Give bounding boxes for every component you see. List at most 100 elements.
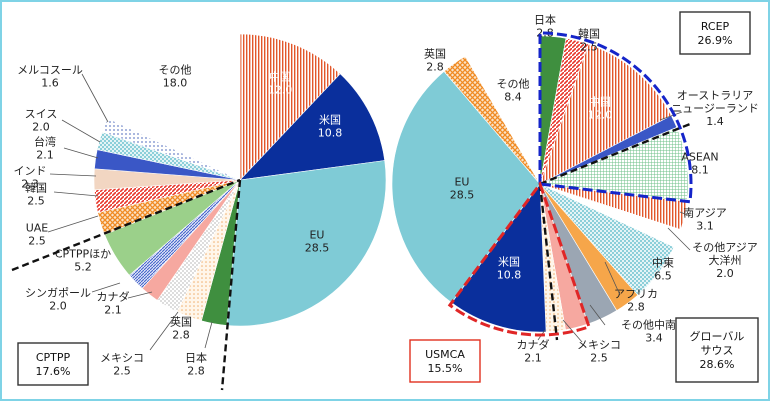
left-slice-EU	[226, 160, 387, 327]
right-leader-南アジア	[679, 211, 691, 217]
cptpp-box	[17, 342, 89, 386]
right-label-日本: 日本	[534, 13, 556, 27]
left-leader-韓国	[53, 191, 99, 197]
usmca-box-title: USMCA	[425, 348, 465, 361]
right-leader-その他中南米	[589, 304, 606, 326]
global-south-box-title: グローバル	[690, 329, 745, 343]
right-label-南アジア: 南アジア	[683, 207, 727, 220]
right-label-韓国: 韓国	[578, 28, 600, 41]
right-label-その他中南米: その他中南米	[621, 319, 687, 332]
left-label-米国: 米国	[319, 114, 341, 127]
usmca-outline	[447, 180, 591, 337]
right-label-オーストラリア-ニュージーランド: オーストラリアニュージーランド	[671, 89, 759, 115]
right-label-メキシコ: メキシコ	[577, 339, 621, 352]
left-slice-その他	[107, 33, 241, 181]
right-value-ASEAN: 8.1	[691, 164, 709, 177]
left-label-UAE: UAE	[26, 222, 49, 235]
left-value-英国: 2.8	[172, 329, 190, 342]
left-leader-台湾	[63, 147, 99, 159]
right-leader-その他アジア-大洋州	[667, 227, 691, 251]
right-label-米国: 米国	[498, 256, 520, 269]
usmca-box	[409, 339, 481, 383]
left-leader-シンガポール	[91, 282, 121, 293]
left-label-メキシコ: メキシコ	[100, 352, 144, 365]
left-label-韓国: 韓国	[25, 182, 47, 195]
right-value-EU: 28.5	[450, 189, 475, 202]
left-value-その他: 18.0	[163, 77, 188, 90]
left-label-CPTPPほか: CPTPPほか	[55, 248, 111, 261]
left-pie	[93, 33, 387, 327]
global-south-box-share: 28.6%	[700, 358, 735, 371]
right-label-カナダ: カナダ	[517, 338, 550, 352]
right-label-その他: その他	[497, 78, 530, 91]
left-value-メキシコ: 2.5	[113, 365, 131, 378]
rcep-box	[679, 11, 751, 55]
right-value-その他: 8.4	[504, 91, 522, 104]
right-label-ASEAN: ASEAN	[681, 151, 718, 164]
left-value-シンガポール: 2.0	[49, 300, 67, 313]
left-value-米国: 10.8	[318, 127, 343, 140]
right-value-アフリカ: 2.8	[627, 301, 645, 314]
right-pie	[391, 35, 689, 333]
right-label-中国: 中国	[589, 96, 611, 109]
right-label-アフリカ: アフリカ	[614, 288, 658, 301]
left-value-中国: 12.0	[268, 84, 293, 97]
right-label-EU: EU	[454, 176, 469, 189]
right-south-divider-2	[538, 183, 559, 341]
left-label-メルコスール: メルコスール	[17, 64, 83, 77]
left-value-台湾: 2.1	[36, 149, 54, 162]
left-leader-日本	[204, 321, 213, 349]
right-leader-オーストラリア-ニュージーランド	[659, 111, 683, 121]
right-slice-EU	[391, 70, 541, 304]
left-label-カナダ: カナダ	[97, 290, 130, 304]
right-value-中国: 12.0	[588, 109, 613, 122]
left-label-台湾: 台湾	[34, 135, 56, 149]
right-value-南アジア: 3.1	[696, 220, 714, 233]
right-value-中東: 6.5	[654, 270, 672, 283]
usmca-box-share: 15.5%	[428, 362, 463, 375]
left-cptpp-divider-1	[11, 178, 241, 272]
right-south-divider-1	[539, 122, 691, 186]
right-label-中東: 中東	[652, 257, 674, 270]
left-value-CPTPPほか: 5.2	[74, 261, 92, 274]
right-value-米国: 10.8	[497, 269, 522, 282]
right-value-カナダ: 2.1	[524, 352, 542, 365]
left-label-日本: 日本	[185, 351, 207, 365]
left-label-スイス: スイス	[25, 108, 58, 121]
left-value-日本: 2.8	[187, 365, 205, 378]
right-value-オーストラリア-ニュージーランド: 1.4	[706, 115, 724, 128]
right-value-英国: 2.8	[426, 61, 444, 74]
right-value-その他アジア-大洋州: 2.0	[716, 267, 734, 280]
left-leader-メルコスール	[81, 73, 109, 123]
left-value-EU: 28.5	[305, 242, 330, 255]
left-label-インド: インド	[14, 165, 47, 178]
right-label-英国: 英国	[424, 47, 446, 61]
right-slice-米国	[451, 183, 547, 333]
left-label-中国: 中国	[269, 71, 291, 84]
left-leader-スイス	[61, 119, 101, 143]
left-slice-米国	[239, 73, 386, 181]
left-leader-メキシコ	[149, 311, 179, 351]
rcep-box-title: RCEP	[701, 20, 730, 33]
right-leader-アフリカ	[604, 261, 621, 296]
cptpp-box-title: CPTPP	[36, 351, 71, 364]
left-slice-中国	[239, 33, 341, 181]
global-south-box	[675, 317, 759, 383]
rcep-box-share: 26.9%	[698, 34, 733, 47]
left-label-英国: 英国	[170, 315, 192, 329]
global-south-box-title: サウス	[701, 344, 734, 357]
left-label-EU: EU	[309, 229, 324, 242]
left-value-カナダ: 2.1	[104, 304, 122, 317]
left-leader-インド	[49, 173, 97, 177]
right-value-メキシコ: 2.5	[590, 352, 608, 365]
left-value-UAE: 2.5	[28, 235, 46, 248]
left-label-その他: その他	[159, 64, 192, 77]
left-label-シンガポール: シンガポール	[25, 287, 91, 300]
left-cptpp-divider-2	[220, 179, 242, 391]
left-leader-カナダ	[127, 291, 153, 299]
left-value-メルコスール: 1.6	[41, 77, 59, 90]
right-slice-中国	[539, 43, 672, 185]
left-value-韓国: 2.5	[27, 195, 45, 208]
right-value-その他中南米: 3.4	[645, 332, 663, 345]
